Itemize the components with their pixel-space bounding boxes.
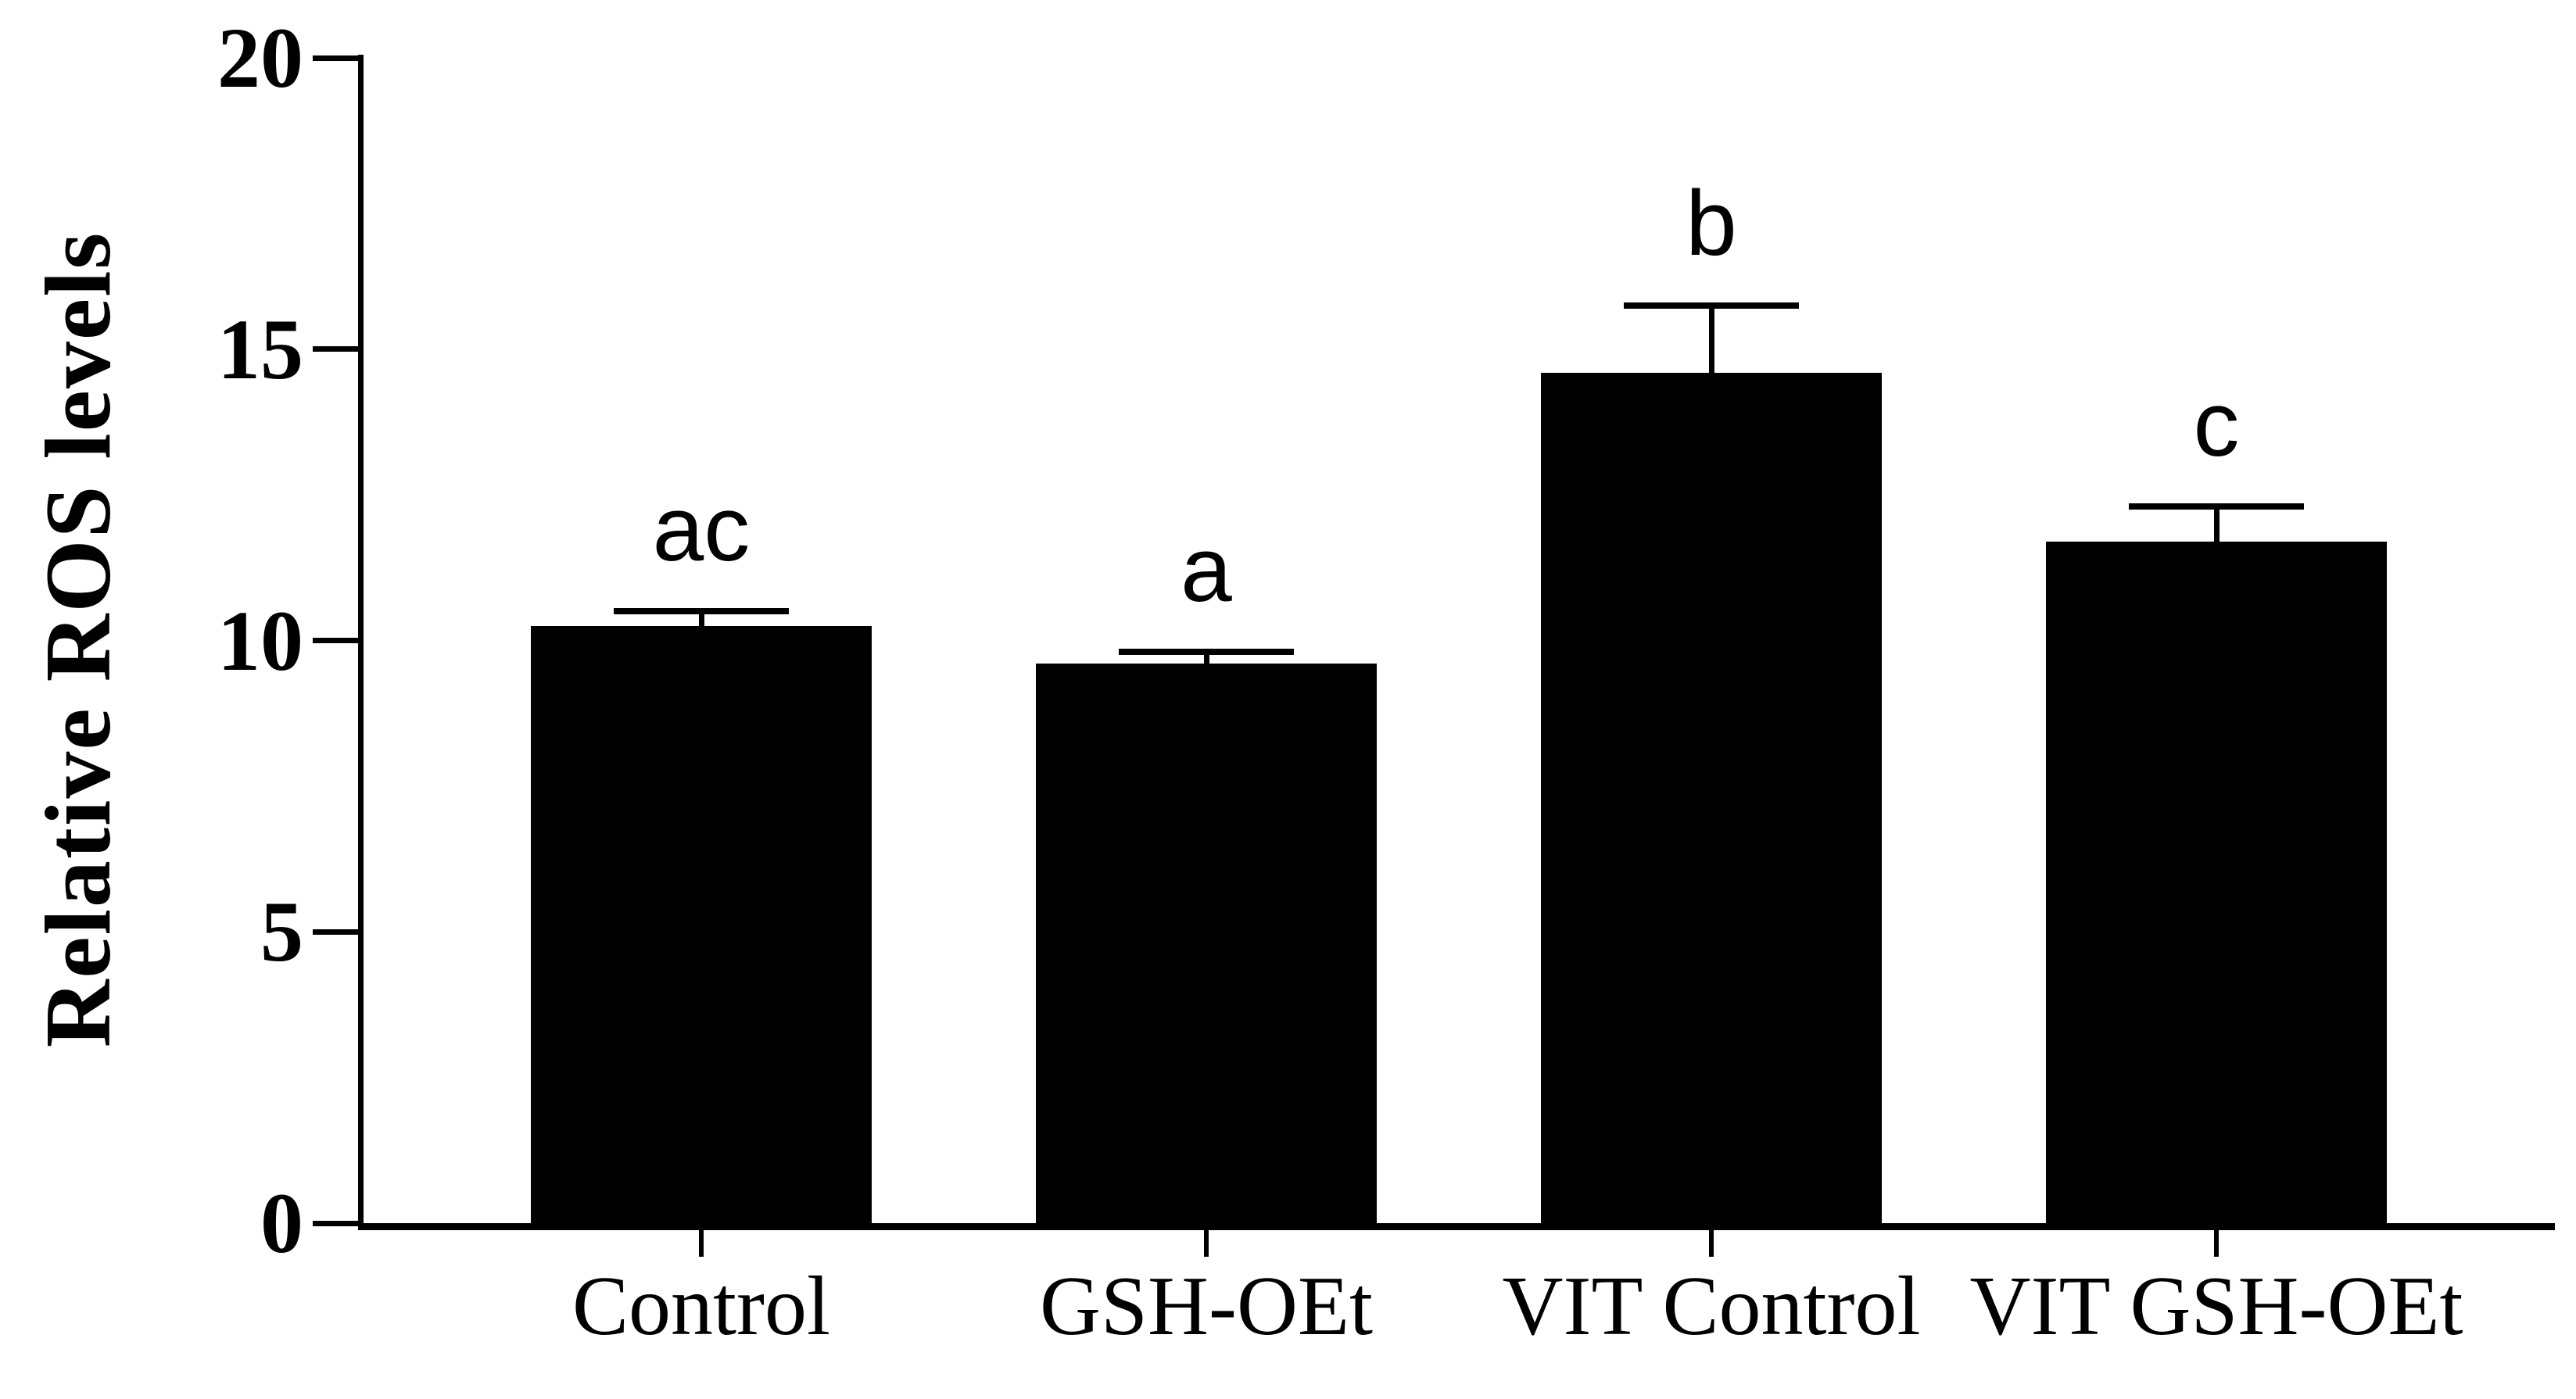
y-tick-mark — [313, 1221, 358, 1226]
x-category-label: Control — [571, 1260, 831, 1353]
x-tick-mark — [1709, 1230, 1714, 1257]
sig-letter: a — [1181, 518, 1232, 621]
sig-letter: ac — [652, 478, 751, 581]
sig-letter: b — [1686, 172, 1737, 275]
y-tick-label: 5 — [260, 884, 303, 979]
y-tick-mark — [313, 346, 358, 352]
y-tick-label: 0 — [260, 1175, 303, 1271]
error-bar-stem — [1709, 306, 1714, 376]
bar-vit-gsh-oet — [2046, 542, 2387, 1223]
x-tick-mark — [1204, 1230, 1209, 1257]
error-bar-stem — [2214, 506, 2220, 545]
error-bar-cap — [1119, 649, 1294, 655]
y-tick-mark — [313, 929, 358, 935]
y-tick-label: 15 — [217, 302, 303, 397]
bar-control — [531, 626, 872, 1223]
error-bar-cap — [614, 608, 789, 614]
x-tick-mark — [699, 1230, 704, 1257]
y-axis-line — [358, 55, 364, 1230]
bar-vit-control — [1541, 373, 1882, 1223]
error-bar-cap — [2129, 503, 2304, 510]
sig-letter: c — [2193, 373, 2240, 476]
x-axis-line — [358, 1223, 2555, 1230]
x-category-label: VIT GSH-OEt — [1969, 1260, 2463, 1353]
x-category-label: VIT Control — [1502, 1260, 1921, 1353]
y-tick-label: 20 — [217, 10, 303, 106]
error-bar-stem — [1204, 652, 1209, 667]
y-tick-mark — [313, 638, 358, 643]
bar-gsh-oet — [1036, 664, 1377, 1223]
x-category-label: GSH-OEt — [1040, 1260, 1373, 1353]
y-tick-label: 10 — [217, 593, 303, 689]
error-bar-stem — [699, 611, 704, 629]
error-bar-cap — [1624, 302, 1799, 309]
y-tick-mark — [313, 55, 358, 61]
x-tick-mark — [2214, 1230, 2219, 1257]
